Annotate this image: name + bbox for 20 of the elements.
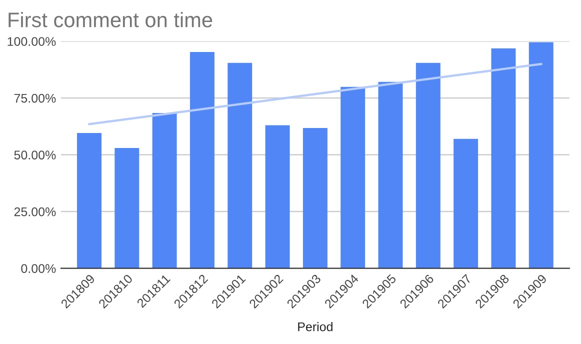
bar [228,62,252,268]
bar [528,42,554,268]
y-tick-label: 25.00% [14,207,56,216]
bar [416,62,440,268]
bar [265,125,290,268]
bar [152,113,177,268]
bar [190,52,214,268]
bar [491,48,516,268]
y-tick-label: 50.00% [14,150,56,160]
bar [77,133,102,268]
chart-title: First comment on time [8,12,212,28]
bar [114,148,140,268]
bar [340,86,366,268]
bar [454,138,478,268]
y-tick-label: 0.00% [21,264,56,273]
y-tick-label: 100.00% [8,37,56,46]
bar [378,82,403,268]
x-axis-title: Period [298,322,332,332]
y-tick-label: 75.00% [14,94,56,103]
bar [302,128,328,268]
